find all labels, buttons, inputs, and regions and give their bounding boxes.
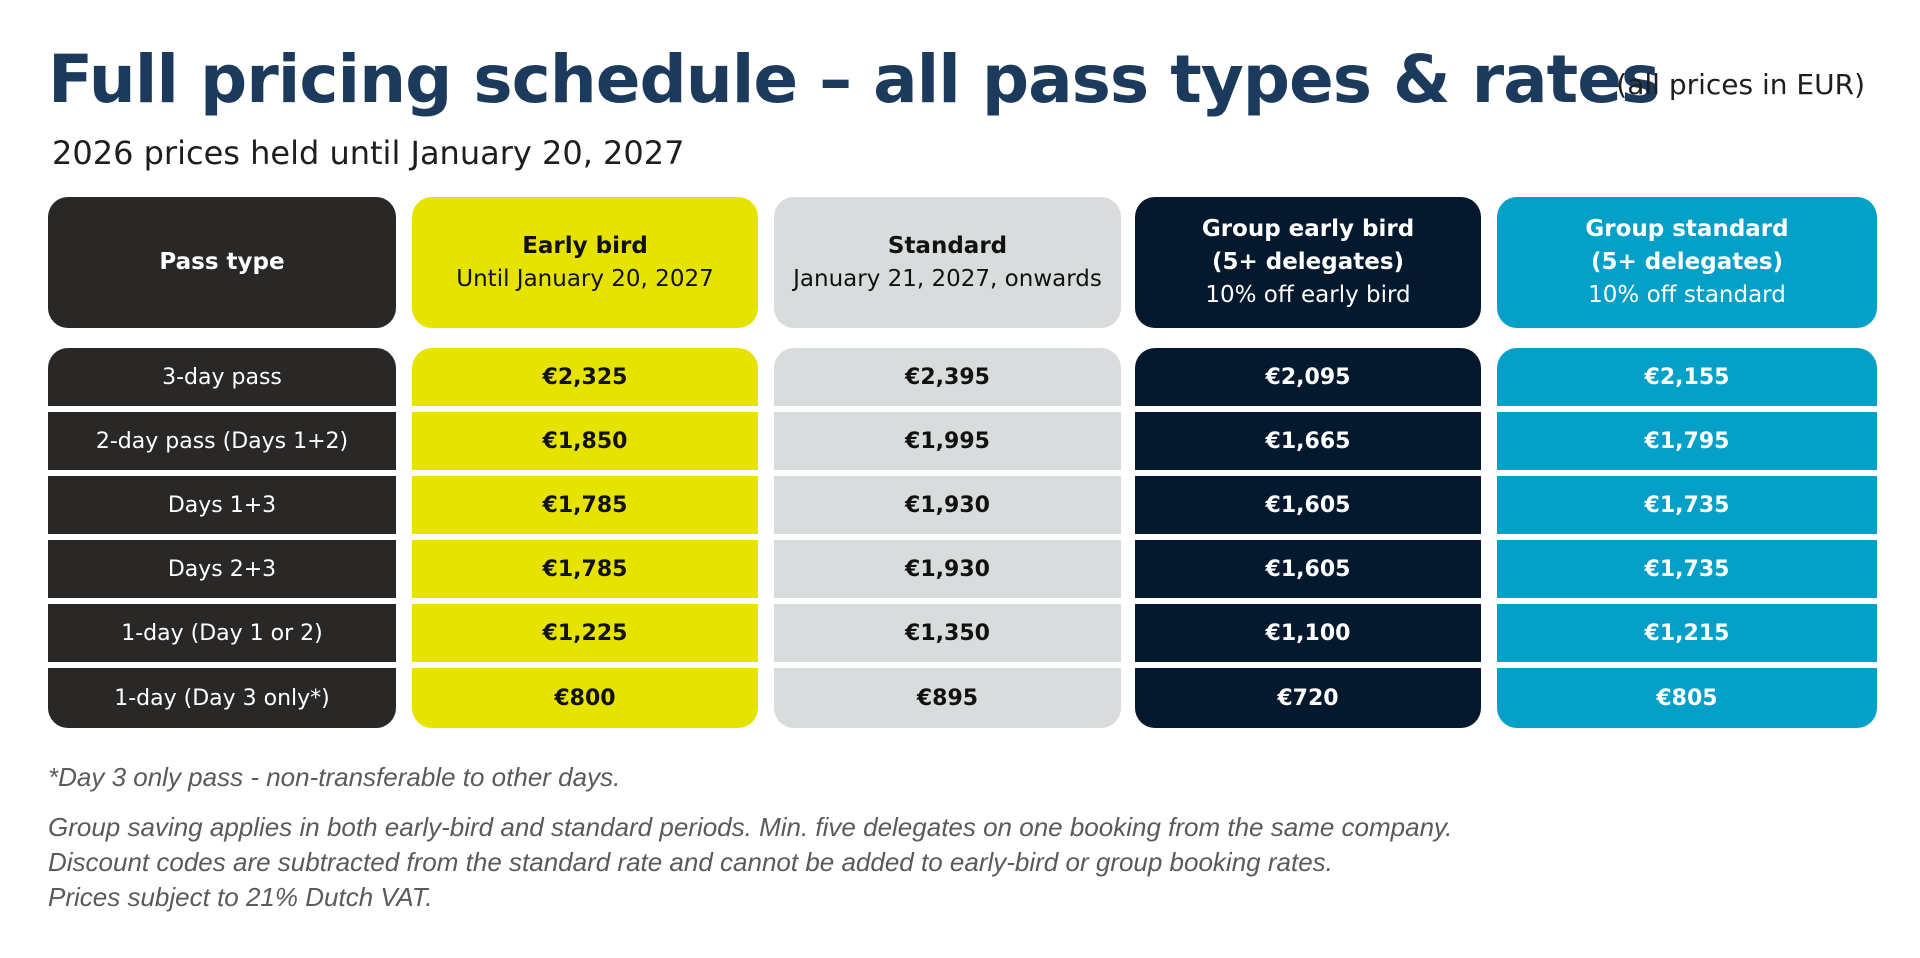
price-cell: €1,795 bbox=[1497, 412, 1877, 470]
header-standard: Standard January 21, 2027, onwards bbox=[774, 197, 1121, 328]
price-cell: €1,605 bbox=[1135, 476, 1481, 534]
header-title: Standard bbox=[887, 232, 1008, 259]
header-group-standard: Group standard (5+ delegates) 10% off st… bbox=[1497, 197, 1877, 328]
page-subtitle: 2026 prices held until January 20, 2027 bbox=[52, 134, 685, 172]
header-title: Early bird bbox=[522, 232, 648, 259]
price-cell: €720 bbox=[1135, 668, 1481, 728]
price-cell: €2,325 bbox=[412, 348, 758, 406]
price-cell: €2,395 bbox=[774, 348, 1121, 406]
header-subtitle: 10% off standard bbox=[1588, 282, 1786, 308]
pass-type-cell: 1-day (Day 1 or 2) bbox=[48, 604, 396, 662]
header-title: Group standard bbox=[1585, 216, 1789, 242]
price-cell: €1,215 bbox=[1497, 604, 1877, 662]
header-group-early-bird: Group early bird (5+ delegates) 10% off … bbox=[1135, 197, 1481, 328]
header-subtitle: Until January 20, 2027 bbox=[456, 265, 714, 292]
pass-type-cell: 2-day pass (Days 1+2) bbox=[48, 412, 396, 470]
pass-type-cells: 3-day pass 2-day pass (Days 1+2) Days 1+… bbox=[48, 348, 396, 728]
column-standard: Standard January 21, 2027, onwards €2,39… bbox=[774, 197, 1121, 728]
price-cell: €1,930 bbox=[774, 476, 1121, 534]
column-pass-type: Pass type 3-day pass 2-day pass (Days 1+… bbox=[48, 197, 396, 728]
pass-type-cell: Days 2+3 bbox=[48, 540, 396, 598]
pass-type-cell: 1-day (Day 3 only*) bbox=[48, 668, 396, 728]
price-cell: €1,735 bbox=[1497, 540, 1877, 598]
pass-type-cell: Days 1+3 bbox=[48, 476, 396, 534]
early-bird-cells: €2,325 €1,850 €1,785 €1,785 €1,225 €800 bbox=[412, 348, 758, 728]
price-cell: €1,350 bbox=[774, 604, 1121, 662]
header-title: Pass type bbox=[159, 249, 285, 275]
header-title-line-2: (5+ delegates) bbox=[1211, 249, 1405, 275]
price-cell: €2,095 bbox=[1135, 348, 1481, 406]
header-early-bird: Early bird Until January 20, 2027 bbox=[412, 197, 758, 328]
header-pass-type: Pass type bbox=[48, 197, 396, 328]
currency-note: (all prices in EUR) bbox=[1616, 68, 1865, 101]
price-cell: €1,735 bbox=[1497, 476, 1877, 534]
column-group-standard: Group standard (5+ delegates) 10% off st… bbox=[1497, 197, 1877, 728]
column-group-early-bird: Group early bird (5+ delegates) 10% off … bbox=[1135, 197, 1481, 728]
page-title: Full pricing schedule – all pass types &… bbox=[48, 41, 1660, 118]
price-cell: €2,155 bbox=[1497, 348, 1877, 406]
price-cell: €1,100 bbox=[1135, 604, 1481, 662]
header-title: Group early bird bbox=[1201, 216, 1415, 242]
price-cell: €1,605 bbox=[1135, 540, 1481, 598]
standard-cells: €2,395 €1,995 €1,930 €1,930 €1,350 €895 bbox=[774, 348, 1121, 728]
header-subtitle: January 21, 2027, onwards bbox=[793, 265, 1102, 292]
footnote-discount-codes: Discount codes are subtracted from the s… bbox=[48, 847, 1333, 877]
group-standard-cells: €2,155 €1,795 €1,735 €1,735 €1,215 €805 bbox=[1497, 348, 1877, 728]
group-early-bird-cells: €2,095 €1,665 €1,605 €1,605 €1,100 €720 bbox=[1135, 348, 1481, 728]
price-cell: €805 bbox=[1497, 668, 1877, 728]
price-cell: €800 bbox=[412, 668, 758, 728]
footnote-day3: *Day 3 only pass - non-transferable to o… bbox=[48, 762, 621, 792]
pass-type-cell: 3-day pass bbox=[48, 348, 396, 406]
price-cell: €895 bbox=[774, 668, 1121, 728]
footnote-group-saving: Group saving applies in both early-bird … bbox=[48, 812, 1453, 842]
price-cell: €1,995 bbox=[774, 412, 1121, 470]
price-cell: €1,930 bbox=[774, 540, 1121, 598]
header-subtitle: 10% off early bird bbox=[1205, 282, 1411, 308]
price-cell: €1,665 bbox=[1135, 412, 1481, 470]
column-early-bird: Early bird Until January 20, 2027 €2,325… bbox=[412, 197, 758, 728]
price-cell: €1,785 bbox=[412, 476, 758, 534]
price-cell: €1,850 bbox=[412, 412, 758, 470]
price-cell: €1,785 bbox=[412, 540, 758, 598]
header-title-line-2: (5+ delegates) bbox=[1590, 249, 1784, 275]
price-cell: €1,225 bbox=[412, 604, 758, 662]
footnote-vat: Prices subject to 21% Dutch VAT. bbox=[48, 882, 433, 912]
